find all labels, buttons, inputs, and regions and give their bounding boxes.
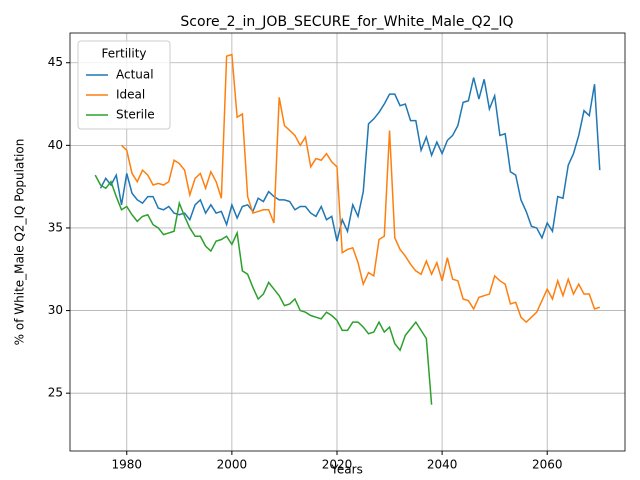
legend-box <box>77 40 171 130</box>
legend-label: Actual <box>116 68 154 82</box>
y-tick-label: 25 <box>48 386 63 400</box>
x-tick-label: 1980 <box>111 458 142 472</box>
x-axis-label: Years <box>330 463 363 477</box>
series-line <box>94 174 433 405</box>
chart-title: Score_2_in_JOB_SECURE_for_White_Male_Q2_… <box>180 14 513 30</box>
series-line <box>120 53 600 324</box>
x-tick-label: 2000 <box>217 458 248 472</box>
legend-label: Ideal <box>116 88 145 102</box>
y-tick-label: 40 <box>48 138 63 152</box>
legend: Fertility Actual Ideal Sterile <box>77 40 171 130</box>
y-tick-label: 45 <box>48 55 63 69</box>
x-tick-label: 2020 <box>322 458 353 472</box>
y-tick-label: 30 <box>48 303 63 317</box>
legend-title: Fertility <box>101 47 146 61</box>
y-axis-label: % of White_Male Q2_IQ Population <box>13 139 27 346</box>
plot-frame <box>69 32 626 452</box>
x-tick-label: 2040 <box>427 458 458 472</box>
series-line <box>99 77 601 242</box>
legend-label: Sterile <box>116 108 155 122</box>
x-tick-label: 2060 <box>532 458 563 472</box>
y-tick-label: 35 <box>48 220 63 234</box>
